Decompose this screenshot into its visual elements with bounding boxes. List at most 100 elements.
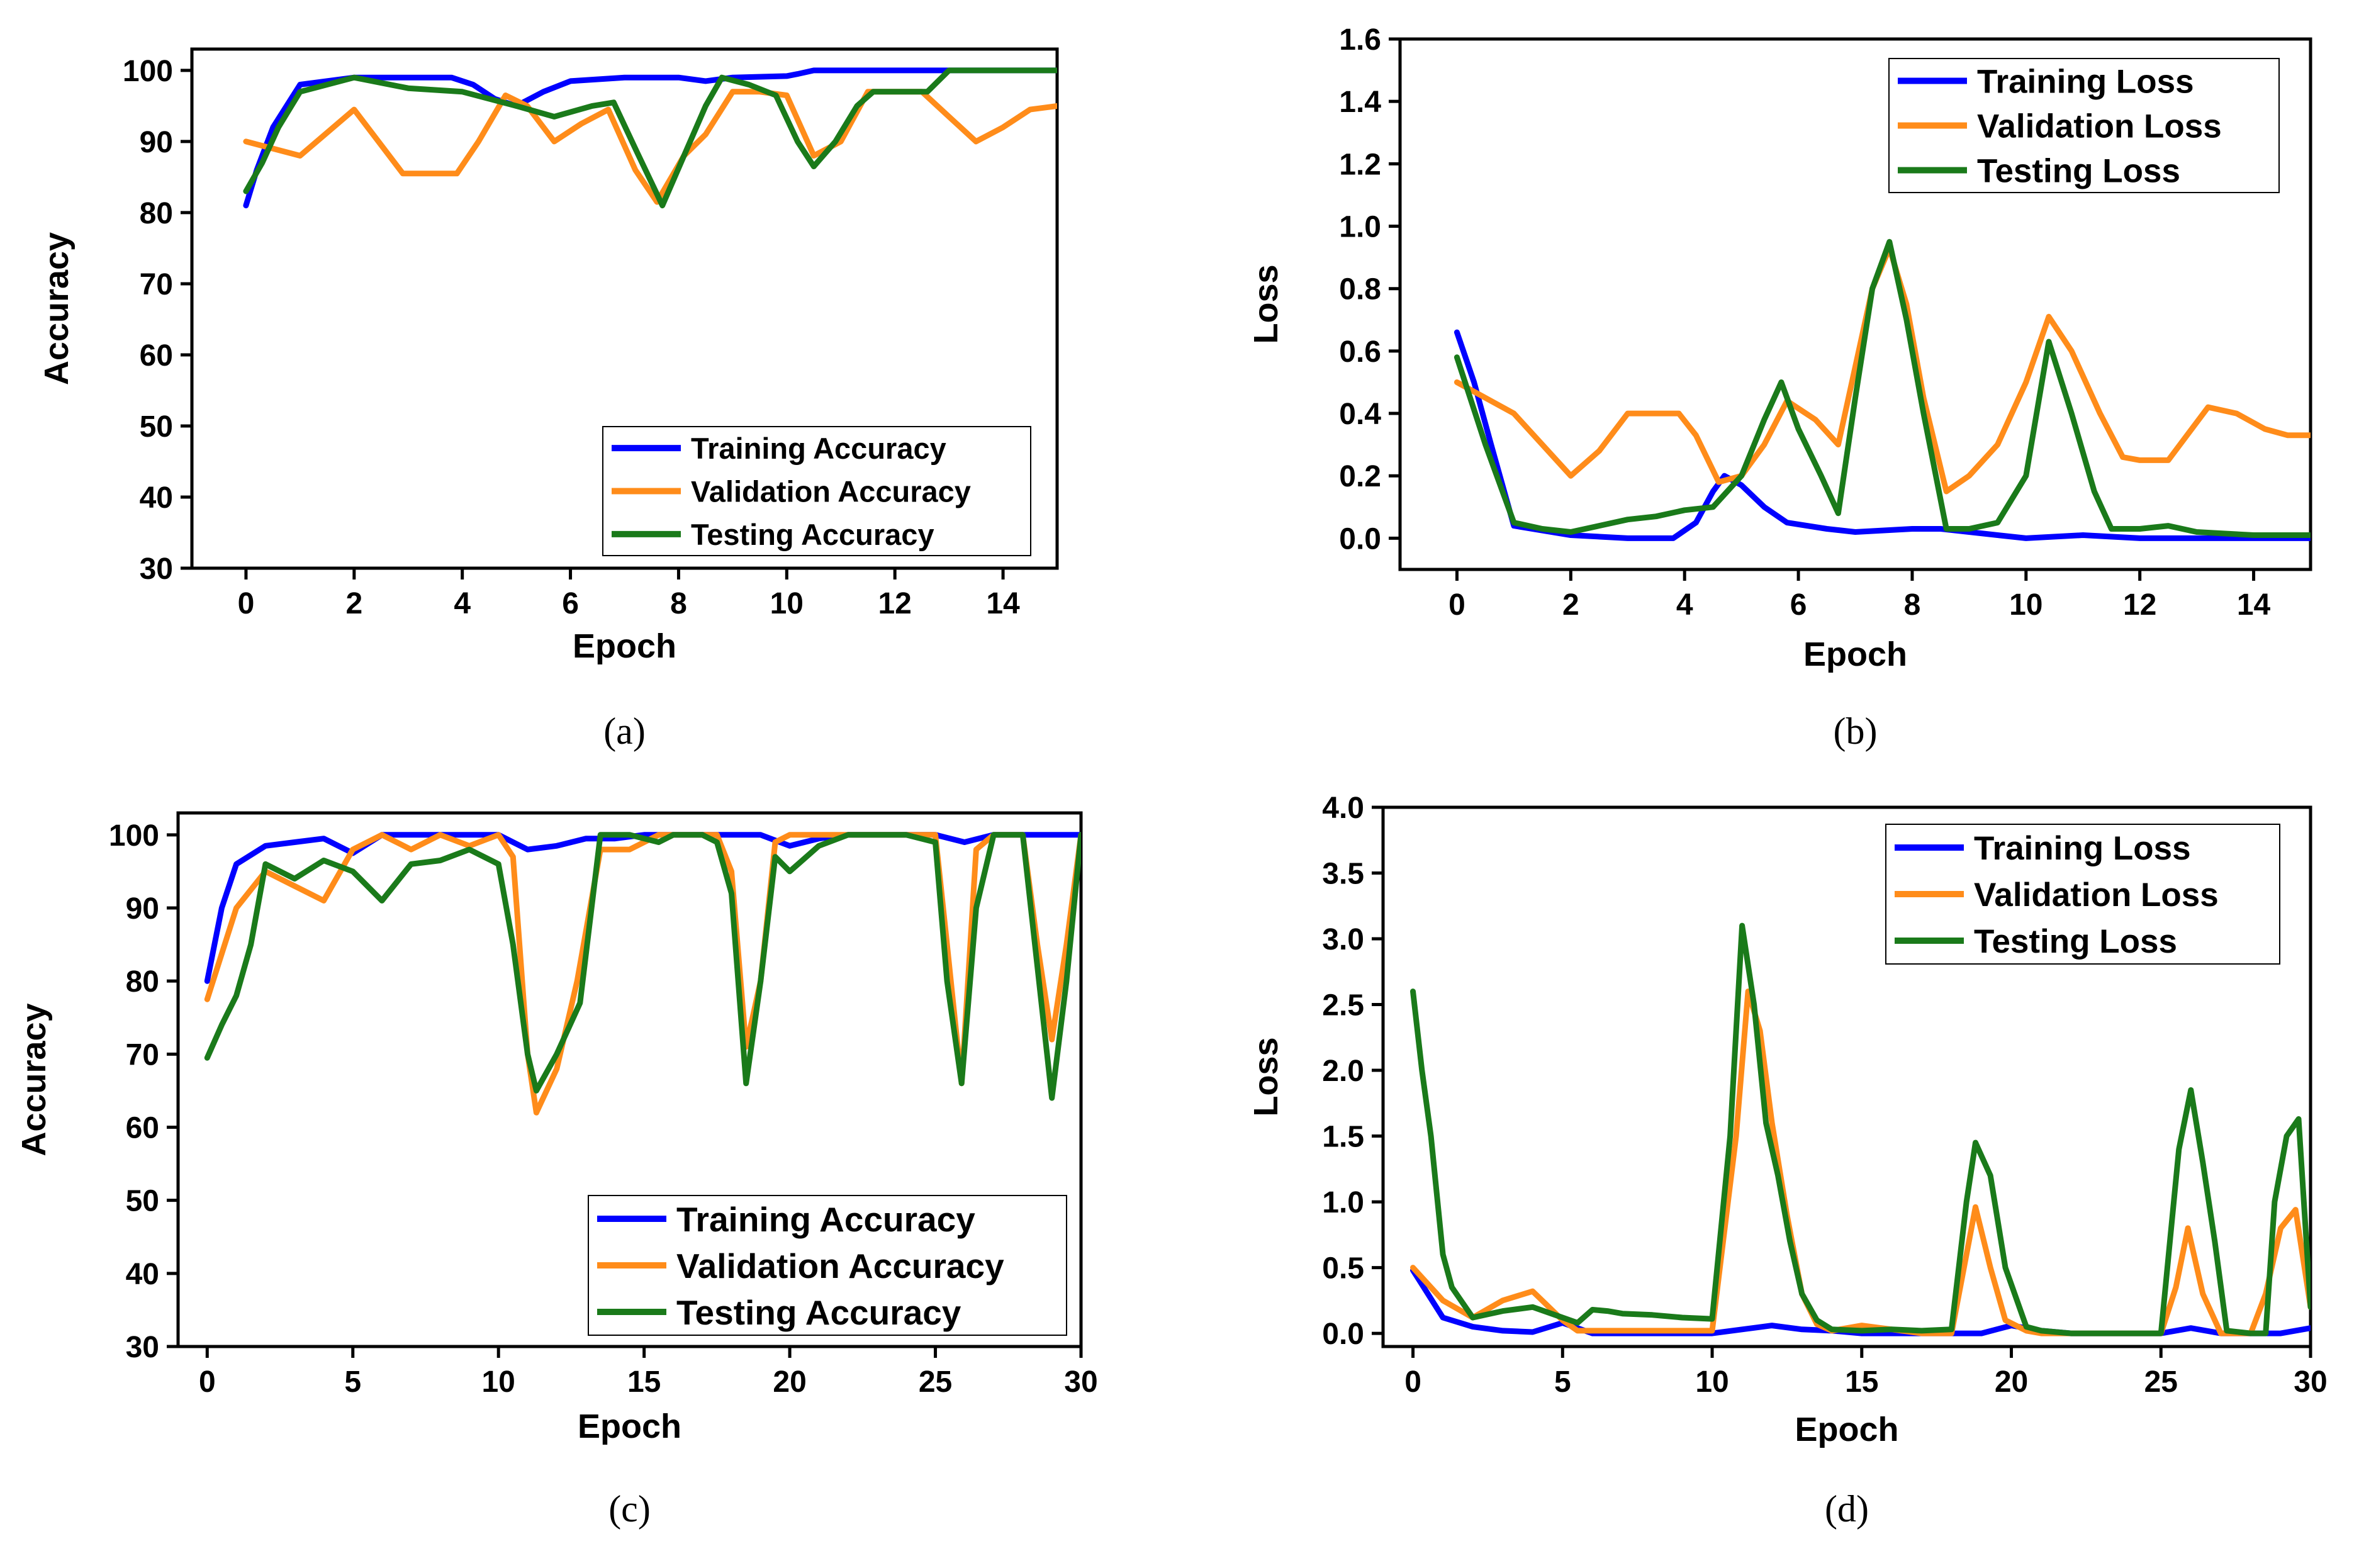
x-tick-label: 14 [2237, 588, 2271, 622]
x-tick-label: 15 [1845, 1365, 1878, 1399]
y-tick-label: 0.6 [1339, 335, 1381, 369]
legend-box [588, 1195, 1067, 1336]
y-tick-label: 40 [140, 481, 173, 515]
legend-label-testing: Testing Loss [1977, 153, 2180, 190]
y-tick-label: 3.0 [1322, 923, 1364, 956]
x-tick-label: 12 [2123, 588, 2156, 622]
y-tick-label: 100 [109, 819, 159, 853]
y-tick-label: 0.2 [1339, 460, 1381, 493]
x-tick-label: 20 [773, 1365, 806, 1399]
legend-label-training: Training Accuracy [676, 1200, 975, 1239]
x-tick-label: 2 [1562, 588, 1579, 622]
y-tick-label: 60 [140, 339, 173, 372]
x-tick-label: 12 [878, 587, 911, 620]
legend-label-training: Training Accuracy [691, 432, 946, 465]
x-tick-label: 30 [2294, 1365, 2327, 1399]
series-line-testing [243, 67, 1057, 209]
legend-label-validation: Validation Accuracy [676, 1246, 1004, 1285]
y-axis-title: Accuracy [15, 1003, 53, 1156]
panel-caption: (a) [603, 710, 646, 752]
y-tick-label: 80 [140, 197, 173, 230]
y-tick-label: 2.0 [1322, 1055, 1364, 1088]
series-line-testing [1454, 238, 2311, 538]
panel-c: 0 5 10 15 20 25 30 30 40 50 60 70 80 90 100 Epoch Accura… [15, 811, 1098, 1530]
series-line-validation [204, 832, 1081, 1116]
y-tick-label: 2.5 [1322, 989, 1364, 1022]
y-tick-label: 80 [126, 965, 159, 999]
y-tick-label: 30 [126, 1331, 159, 1364]
y-tick-label: 0.8 [1339, 273, 1381, 306]
x-tick-label: 4 [1676, 588, 1693, 622]
x-tick-label: 6 [1790, 588, 1807, 622]
y-tick-label: 70 [140, 268, 173, 301]
legend-label-testing: Testing Loss [1974, 923, 2177, 960]
x-tick-label: 0 [1404, 1365, 1421, 1399]
y-tick-label: 0.4 [1339, 398, 1381, 431]
series-line-testing [1410, 922, 2311, 1336]
x-tick-label: 8 [670, 587, 687, 620]
y-axis-title: Accuracy [38, 232, 76, 385]
y-tick-label: 60 [126, 1112, 159, 1145]
x-axis-title: Epoch [573, 627, 676, 665]
series-line-testing [204, 832, 1081, 1101]
legend-label-validation: Validation Loss [1977, 108, 2222, 145]
x-tick-label: 25 [2144, 1365, 2178, 1399]
y-tick-label: 1.0 [1339, 211, 1381, 244]
y-tick-label: 1.6 [1339, 23, 1381, 57]
y-tick-label: 1.2 [1339, 148, 1381, 181]
panel-caption: (c) [608, 1488, 651, 1530]
y-tick-label: 90 [126, 892, 159, 926]
y-axis-title: Loss [1247, 1037, 1285, 1116]
y-tick-label: 50 [140, 410, 173, 444]
x-tick-label: 10 [1695, 1365, 1729, 1399]
y-tick-label: 30 [140, 552, 173, 586]
y-axis-title: Loss [1247, 264, 1285, 344]
legend-label-training: Training Loss [1974, 830, 2191, 867]
plot-frame [176, 811, 1083, 1348]
plot-frame [1381, 805, 2312, 1348]
plot-frame [1398, 37, 2312, 571]
y-tick-label: 40 [126, 1258, 159, 1291]
y-tick-label: 90 [140, 126, 173, 159]
y-tick-label: 0.5 [1322, 1252, 1364, 1285]
y-tick-label: 0.0 [1322, 1318, 1364, 1351]
legend-label-validation: Validation Loss [1974, 876, 2219, 914]
panel-a: 0 2 4 6 8 10 12 14 30 40 50 60 70 80 90 100 Epoch Accurac… [38, 47, 1059, 752]
x-tick-label: 20 [1995, 1365, 2028, 1399]
y-tick-label: 1.4 [1339, 86, 1381, 119]
panel-d: 0 5 10 15 20 25 30 0.0 0.5 1.0 1.5 2.0 2.5 3.0 3.5 4.0 E… [1247, 792, 2328, 1530]
legend-label-testing: Testing Accuracy [676, 1293, 961, 1332]
y-tick-label: 4.0 [1322, 792, 1364, 825]
y-tick-label: 1.5 [1322, 1121, 1364, 1154]
x-tick-label: 0 [1448, 588, 1465, 622]
x-axis-title: Epoch [578, 1408, 681, 1445]
x-tick-label: 6 [562, 587, 579, 620]
y-tick-label: 100 [123, 55, 173, 88]
x-tick-label: 14 [986, 587, 1020, 620]
legend-label-testing: Testing Accuracy [691, 518, 934, 551]
x-tick-label: 15 [627, 1365, 661, 1399]
x-tick-label: 2 [345, 587, 362, 620]
x-tick-label: 30 [1064, 1365, 1097, 1399]
x-axis-title: Epoch [1795, 1411, 1898, 1448]
plot-frame [190, 47, 1059, 570]
y-tick-label: 1.0 [1322, 1186, 1364, 1219]
x-tick-label: 10 [770, 587, 804, 620]
x-tick-label: 10 [481, 1365, 515, 1399]
panel-caption: (b) [1834, 710, 1878, 752]
x-tick-label: 25 [919, 1365, 952, 1399]
x-tick-label: 5 [344, 1365, 361, 1399]
x-tick-label: 10 [2009, 588, 2042, 622]
panel-b: 0 2 4 6 8 10 12 14 0.0 0.2 0.4 0.6 0.8 1.0 1.2 1.4 1.6 Ep… [1247, 23, 2312, 752]
series-line-validation [1454, 245, 2311, 495]
x-tick-label: 8 [1904, 588, 1921, 622]
series-line-training [1454, 329, 2311, 541]
y-tick-label: 3.5 [1322, 858, 1364, 891]
y-tick-label: 0.0 [1339, 522, 1381, 556]
y-tick-label: 70 [126, 1038, 159, 1072]
x-tick-label: 4 [454, 587, 471, 620]
y-tick-label: 50 [126, 1185, 159, 1218]
legend-label-training: Training Loss [1977, 64, 2194, 101]
panel-caption: (d) [1825, 1488, 1869, 1530]
